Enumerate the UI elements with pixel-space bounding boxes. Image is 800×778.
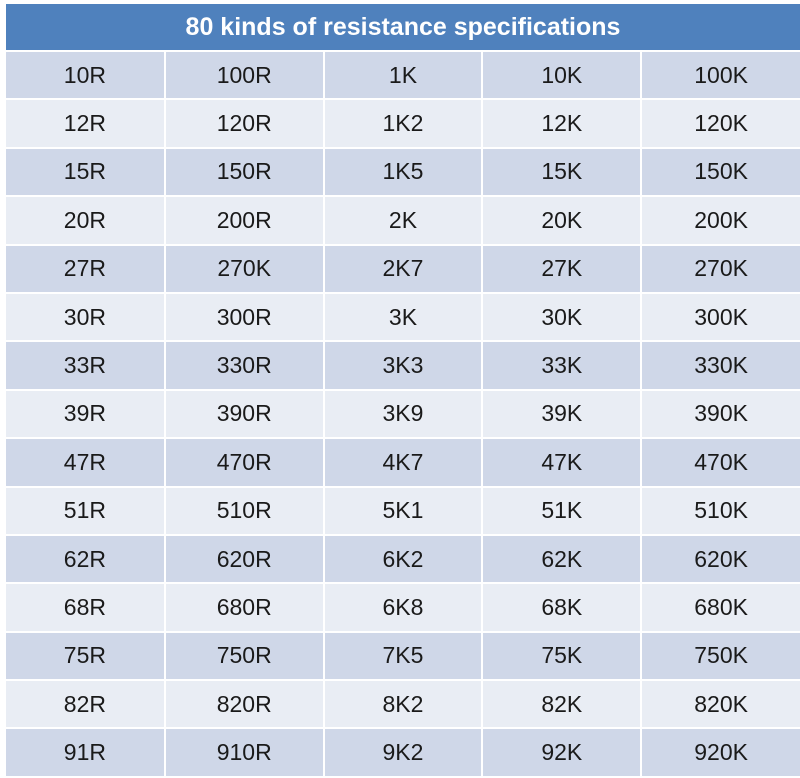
table-cell: 92K [482, 728, 643, 778]
table-cell: 12K [482, 99, 643, 149]
table-cell: 390R [164, 389, 325, 440]
table-row: 12R 120R 1K2 12K 120K [6, 99, 800, 149]
table-cell: 47R [6, 438, 166, 488]
table-row: 51R 510R 5K1 51K 510K [6, 486, 800, 536]
table-cell: 10K [482, 51, 643, 101]
table-row: 68R 680R 6K8 68K 680K [6, 583, 800, 633]
table-cell: 750R [164, 631, 325, 682]
table-cell: 270K [641, 244, 800, 294]
table-cell: 470K [641, 438, 800, 488]
table-cell: 82K [482, 680, 643, 730]
table-cell: 820R [164, 680, 325, 730]
table-cell: 3K [323, 292, 484, 343]
table-cell: 120R [164, 99, 325, 149]
table-cell: 330R [164, 341, 325, 391]
table-cell: 910R [164, 728, 325, 778]
table-cell: 510R [164, 486, 325, 536]
table-row: 39R 390R 3K9 39K 390K [6, 389, 800, 440]
table-cell: 82R [6, 680, 166, 730]
table-cell: 390K [641, 389, 800, 440]
table-cell: 51R [6, 486, 166, 536]
table-cell: 1K2 [323, 99, 484, 149]
table-cell: 27K [482, 244, 643, 294]
table-cell: 15K [482, 147, 643, 198]
table-cell: 3K3 [323, 341, 484, 391]
table-cell: 820K [641, 680, 800, 730]
table-row: 20R 200R 2K 20K 200K [6, 196, 800, 246]
table-cell: 470R [164, 438, 325, 488]
table-cell: 6K8 [323, 583, 484, 633]
table-row: 91R 910R 9K2 92K 920K [6, 728, 800, 778]
table-cell: 100K [641, 51, 800, 101]
table-cell: 33K [482, 341, 643, 391]
table-cell: 6K2 [323, 534, 484, 585]
table-cell: 2K [323, 196, 484, 246]
table-row: 15R 150R 1K5 15K 150K [6, 147, 800, 198]
table-cell: 20R [6, 196, 166, 246]
table-cell: 62K [482, 534, 643, 585]
table-cell: 91R [6, 728, 166, 778]
table-cell: 150R [164, 147, 325, 198]
table-cell: 200K [641, 196, 800, 246]
table-cell: 30R [6, 292, 166, 343]
table-cell: 680K [641, 583, 800, 633]
table-cell: 27R [6, 244, 166, 294]
table-cell: 9K2 [323, 728, 484, 778]
table-cell: 39K [482, 389, 643, 440]
table-cell: 620K [641, 534, 800, 585]
table-cell: 920K [641, 728, 800, 778]
table-title: 80 kinds of resistance specifications [6, 4, 800, 52]
table-cell: 39R [6, 389, 166, 440]
table-cell: 200R [164, 196, 325, 246]
table-row: 75R 750R 7K5 75K 750K [6, 631, 800, 682]
resistance-table-container: 80 kinds of resistance specifications 10… [6, 4, 800, 778]
table-cell: 300K [641, 292, 800, 343]
table-cell: 2K7 [323, 244, 484, 294]
table-cell: 750K [641, 631, 800, 682]
table-cell: 4K7 [323, 438, 484, 488]
table-cell: 30K [482, 292, 643, 343]
table-cell: 680R [164, 583, 325, 633]
table-cell: 47K [482, 438, 643, 488]
table-row: 82R 820R 8K2 82K 820K [6, 680, 800, 730]
table-cell: 620R [164, 534, 325, 585]
table-cell: 510K [641, 486, 800, 536]
table-cell: 33R [6, 341, 166, 391]
table-cell: 20K [482, 196, 643, 246]
table-body: 10R 100R 1K 10K 100K 12R 120R 1K2 12K 120K 15R 150R… [6, 51, 800, 778]
table-row: 30R 300R 3K 30K 300K [6, 292, 800, 343]
table-cell: 75R [6, 631, 166, 682]
table-cell: 15R [6, 147, 166, 198]
table-cell: 8K2 [323, 680, 484, 730]
table-row: 47R 470R 4K7 47K 470K [6, 438, 800, 488]
table-row: 27R 270K 2K7 27K 270K [6, 244, 800, 294]
table-cell: 1K5 [323, 147, 484, 198]
resistance-table: 80 kinds of resistance specifications 10… [6, 4, 800, 778]
table-cell: 5K1 [323, 486, 484, 536]
table-cell: 68R [6, 583, 166, 633]
table-cell: 10R [6, 51, 166, 101]
table-cell: 330K [641, 341, 800, 391]
table-cell: 150K [641, 147, 800, 198]
table-cell: 270K [164, 244, 325, 294]
table-row: 62R 620R 6K2 62K 620K [6, 534, 800, 585]
table-row: 33R 330R 3K3 33K 330K [6, 341, 800, 391]
table-cell: 1K [323, 51, 484, 101]
table-cell: 120K [641, 99, 800, 149]
table-row: 10R 100R 1K 10K 100K [6, 51, 800, 101]
table-cell: 7K5 [323, 631, 484, 682]
table-header-row: 80 kinds of resistance specifications [6, 4, 800, 52]
table-cell: 62R [6, 534, 166, 585]
table-cell: 68K [482, 583, 643, 633]
table-cell: 12R [6, 99, 166, 149]
table-cell: 300R [164, 292, 325, 343]
table-cell: 51K [482, 486, 643, 536]
table-cell: 100R [164, 51, 325, 101]
table-cell: 3K9 [323, 389, 484, 440]
table-cell: 75K [482, 631, 643, 682]
